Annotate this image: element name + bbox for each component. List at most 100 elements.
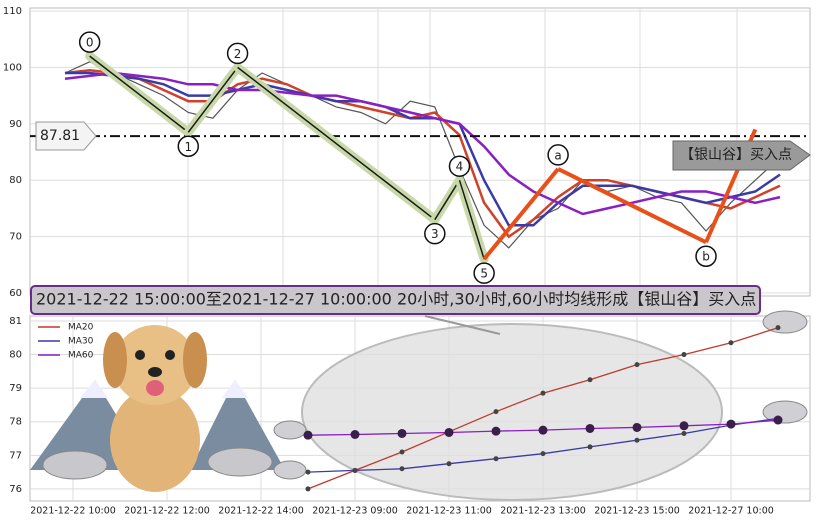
dog-nose bbox=[148, 367, 162, 377]
zigzag-segment bbox=[89, 55, 189, 133]
pivot-marker bbox=[226, 42, 249, 65]
snow bbox=[222, 380, 248, 398]
y-tick-label: 100 bbox=[3, 62, 22, 73]
pivot-marker bbox=[448, 155, 471, 177]
series-dot bbox=[397, 428, 407, 438]
series-dot bbox=[305, 486, 311, 492]
x-tick-label: 2021-12-23 11:00 bbox=[406, 506, 492, 517]
x-tick-label: 2021-12-22 12:00 bbox=[124, 506, 210, 517]
pivot-marker bbox=[424, 222, 446, 245]
zigzag-segment bbox=[187, 66, 239, 133]
pivot-label: 0 bbox=[86, 36, 94, 50]
y-tick-label: 78 bbox=[9, 417, 22, 428]
dog-ear bbox=[183, 332, 207, 388]
legend-label: MA60 bbox=[68, 351, 94, 361]
pivot-marker bbox=[78, 31, 101, 53]
series-dot bbox=[726, 419, 736, 429]
snow bbox=[80, 380, 108, 398]
series-dot bbox=[493, 409, 499, 415]
series-dot bbox=[538, 425, 548, 435]
series-dot bbox=[587, 377, 593, 383]
mountain bbox=[190, 380, 285, 470]
pivot-marker bbox=[695, 245, 717, 267]
ingot bbox=[762, 310, 808, 334]
series-dot bbox=[399, 466, 405, 472]
series-dot bbox=[632, 422, 642, 432]
legend-label: MA30 bbox=[68, 337, 94, 347]
level-label-box bbox=[35, 121, 97, 151]
pivot-marker bbox=[177, 135, 200, 158]
zigzag-segment bbox=[482, 167, 560, 261]
pivot-label: 5 bbox=[480, 267, 488, 281]
y-tick-label: 81 bbox=[9, 316, 22, 327]
series-line bbox=[65, 71, 781, 227]
ingot bbox=[273, 460, 307, 480]
pivot-marker bbox=[547, 144, 569, 166]
ingot bbox=[273, 420, 307, 440]
zigzag-segment bbox=[557, 167, 707, 245]
series-dot bbox=[493, 456, 499, 462]
pivot-label: 2 bbox=[234, 47, 242, 61]
pivot-label: b bbox=[702, 250, 710, 264]
decoration bbox=[30, 310, 808, 501]
chart-title: 2021-12-22 15:00:00至2021-12-27 10:00:00 … bbox=[36, 290, 756, 309]
series-dot bbox=[775, 325, 781, 331]
series-dot bbox=[634, 362, 640, 368]
x-tick-label: 2021-12-22 14:00 bbox=[218, 506, 304, 517]
x-tick-label: 2021-12-23 13:00 bbox=[500, 506, 586, 517]
pivot-label: a bbox=[554, 148, 561, 162]
y-tick-label: 80 bbox=[9, 350, 22, 361]
series-dot bbox=[446, 461, 452, 467]
y-tick-label: 80 bbox=[9, 175, 22, 186]
y-tick-label: 76 bbox=[9, 484, 22, 495]
annotation: 【银山谷】买入点 bbox=[680, 147, 792, 163]
x-tick-label: 2021-12-23 15:00 bbox=[594, 506, 680, 517]
series-dot bbox=[491, 426, 501, 436]
series-line bbox=[64, 61, 781, 249]
y-tick-label: 110 bbox=[3, 6, 22, 17]
pivot-marker bbox=[473, 262, 495, 284]
series-dot bbox=[540, 390, 546, 396]
pivot-label: 1 bbox=[184, 140, 192, 154]
highlight-ellipse bbox=[301, 323, 723, 501]
pivot-label: 4 bbox=[456, 160, 464, 174]
ingot bbox=[207, 447, 273, 477]
series-dot bbox=[305, 469, 311, 475]
series-dot bbox=[352, 467, 358, 473]
level-label: 87.81 bbox=[40, 128, 80, 144]
dog-tongue bbox=[146, 380, 164, 396]
dog-ear bbox=[103, 332, 127, 388]
series-dot bbox=[303, 430, 313, 440]
x-tick-label: 2021-12-27 10:00 bbox=[688, 506, 774, 517]
series-dot bbox=[634, 437, 640, 443]
series-dot bbox=[679, 421, 689, 431]
series-dot bbox=[350, 430, 360, 440]
x-tick-label: 2021-12-23 09:00 bbox=[312, 506, 398, 517]
title-banner bbox=[30, 285, 761, 315]
annotation-box bbox=[672, 140, 811, 171]
zigzag-segment bbox=[434, 179, 461, 221]
series-dot bbox=[540, 451, 546, 457]
y-tick-label: 79 bbox=[9, 383, 22, 394]
series-dot bbox=[773, 415, 783, 425]
series-dot bbox=[444, 427, 454, 437]
series-dot bbox=[681, 352, 687, 358]
ingot bbox=[762, 400, 808, 424]
series-dot bbox=[681, 430, 687, 436]
zigzag-segment bbox=[458, 179, 485, 260]
legend-label: MA20 bbox=[68, 323, 94, 333]
series-dot bbox=[587, 444, 593, 450]
x-tick-label: 2021-12-22 10:00 bbox=[30, 506, 116, 517]
series-dot bbox=[399, 449, 405, 455]
dog-body bbox=[110, 388, 200, 492]
ingot bbox=[42, 450, 108, 480]
zigzag-segment bbox=[237, 66, 436, 221]
pivot-label: 3 bbox=[431, 227, 439, 241]
series-dot bbox=[728, 340, 734, 346]
dog-eye bbox=[135, 350, 145, 360]
dog-head bbox=[113, 325, 197, 405]
y-tick-label: 77 bbox=[9, 450, 22, 461]
pointer-arrow bbox=[424, 315, 501, 335]
